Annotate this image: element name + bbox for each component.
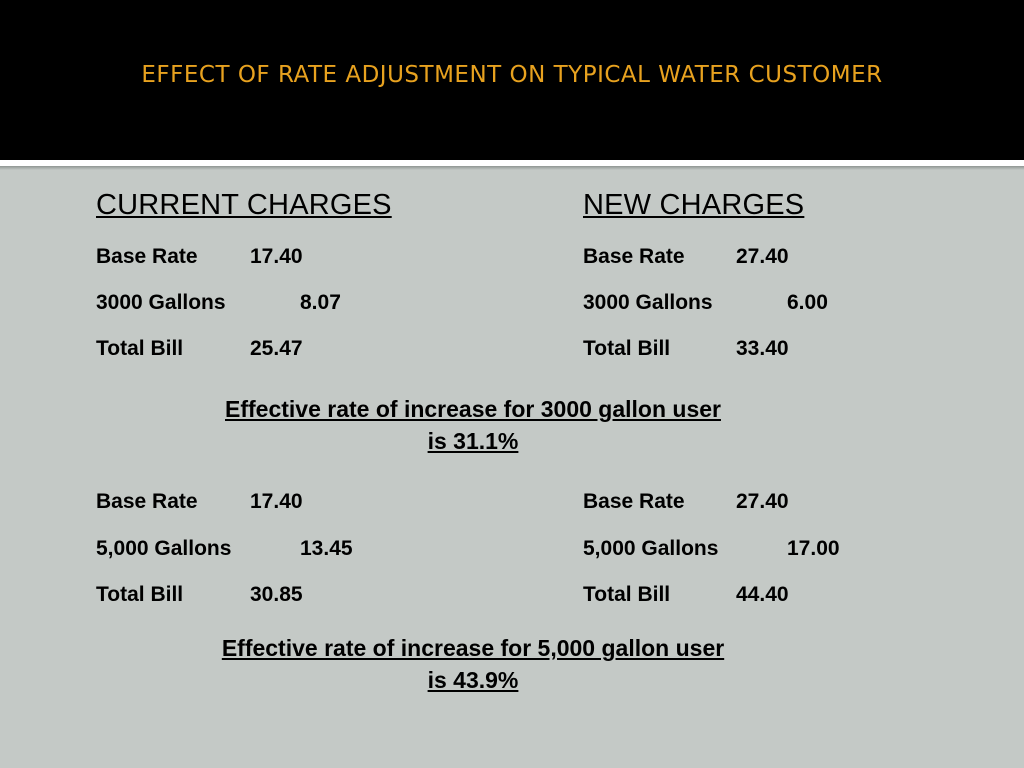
row-value: 8.07 — [300, 291, 341, 314]
row-value: 44.40 — [736, 583, 789, 606]
new-charges-heading: NEW CHARGES — [583, 189, 805, 221]
row-label: Base Rate — [96, 245, 198, 268]
current-charges-heading: CURRENT CHARGES — [96, 189, 392, 221]
row-value: 30.85 — [250, 583, 303, 606]
row-value: 25.47 — [250, 337, 303, 360]
row-value: 33.40 — [736, 337, 789, 360]
title-divider-shadow — [0, 166, 1024, 170]
summary-3000-line2: is 31.1% — [427, 428, 519, 454]
row-value: 17.40 — [250, 245, 303, 268]
summary-5000: Effective rate of increase for 5,000 gal… — [150, 632, 796, 696]
title-divider — [0, 160, 1024, 166]
summary-3000-line1: Effective rate of increase for 3000 gall… — [225, 396, 721, 422]
row-label: Total Bill — [96, 583, 184, 606]
row-label: Total Bill — [583, 337, 671, 360]
summary-3000: Effective rate of increase for 3000 gall… — [150, 393, 796, 457]
slide-title: EFFECT OF RATE ADJUSTMENT ON TYPICAL WAT… — [141, 62, 883, 88]
row-label: 3000 Gallons — [583, 291, 713, 314]
row-value: 27.40 — [736, 490, 789, 513]
summary-5000-line2: is 43.9% — [427, 667, 519, 693]
row-label: Base Rate — [583, 490, 685, 513]
summary-5000-line1: Effective rate of increase for 5,000 gal… — [221, 635, 725, 661]
row-label: 5,000 Gallons — [583, 537, 719, 560]
row-value: 27.40 — [736, 245, 789, 268]
row-label: 3000 Gallons — [96, 291, 226, 314]
row-label: Base Rate — [583, 245, 685, 268]
row-value: 6.00 — [787, 291, 828, 314]
row-label: Total Bill — [96, 337, 184, 360]
row-label: Total Bill — [583, 583, 671, 606]
title-bar — [0, 0, 1024, 160]
row-value: 17.00 — [787, 537, 840, 560]
row-value: 17.40 — [250, 490, 303, 513]
row-label: Base Rate — [96, 490, 198, 513]
row-value: 13.45 — [300, 537, 353, 560]
row-label: 5,000 Gallons — [96, 537, 232, 560]
